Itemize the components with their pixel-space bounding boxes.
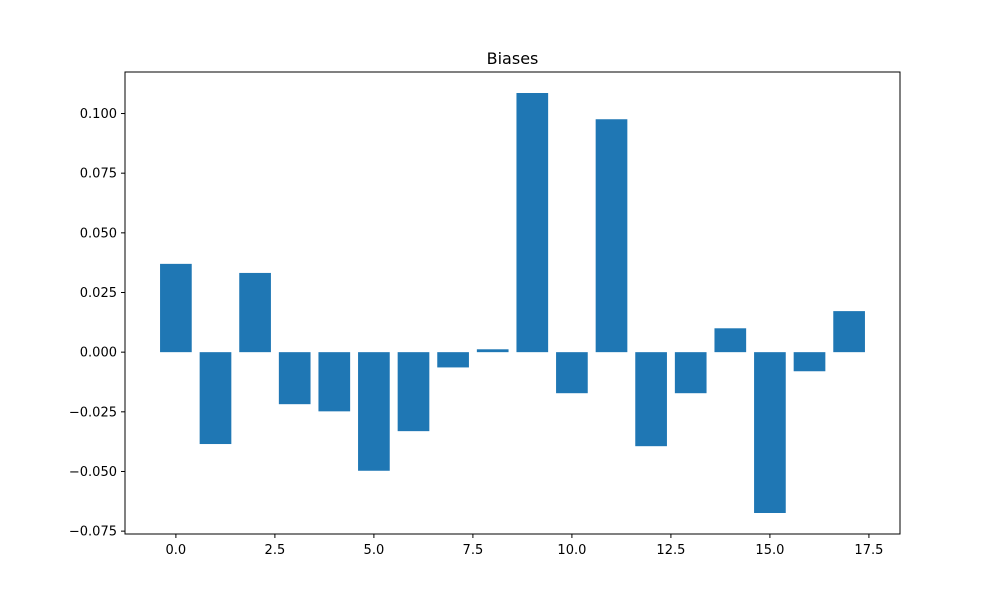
bar bbox=[714, 328, 747, 353]
x-tick-label: 15.0 bbox=[755, 543, 784, 558]
plot-frame bbox=[124, 71, 901, 535]
bar bbox=[595, 119, 628, 353]
y-tick-label: 0.100 bbox=[80, 107, 117, 122]
y-tick-label: 0.025 bbox=[80, 286, 117, 301]
x-axis-ticks: 0.0 2.5 5.0 7.5 10.0 12.5 15.0 17.5 bbox=[166, 534, 883, 558]
bar bbox=[516, 93, 549, 353]
y-tick-label: 0.075 bbox=[80, 167, 117, 182]
y-tick-label: −0.075 bbox=[69, 525, 117, 540]
bar bbox=[358, 352, 390, 471]
bar bbox=[754, 352, 786, 513]
chart-title: Biases bbox=[487, 49, 539, 68]
bar bbox=[397, 352, 430, 432]
bar bbox=[278, 352, 311, 405]
bar bbox=[833, 311, 865, 353]
bars-layer bbox=[160, 93, 865, 513]
y-axis-ticks: −0.075 −0.050 −0.025 0.000 0.025 0.050 0.075 0.… bbox=[69, 107, 125, 540]
y-tick-label: −0.050 bbox=[69, 465, 117, 480]
x-tick-label: 10.0 bbox=[557, 543, 586, 558]
bar bbox=[239, 272, 271, 353]
bar bbox=[160, 263, 192, 353]
x-tick-label: 12.5 bbox=[656, 543, 685, 558]
y-tick-label: 0.050 bbox=[80, 226, 117, 241]
bar bbox=[199, 352, 232, 445]
x-tick-label: 7.5 bbox=[463, 543, 484, 558]
bar bbox=[793, 352, 826, 372]
x-tick-label: 0.0 bbox=[166, 543, 187, 558]
bar bbox=[556, 352, 588, 394]
y-tick-label: −0.025 bbox=[69, 405, 117, 420]
bar bbox=[318, 352, 351, 412]
x-tick-label: 5.0 bbox=[364, 543, 385, 558]
y-tick-label: 0.000 bbox=[80, 346, 117, 361]
bar bbox=[476, 349, 509, 353]
bar bbox=[635, 352, 667, 447]
bar bbox=[437, 352, 469, 368]
x-tick-label: 2.5 bbox=[265, 543, 286, 558]
x-tick-label: 17.5 bbox=[854, 543, 883, 558]
bar bbox=[674, 352, 707, 394]
